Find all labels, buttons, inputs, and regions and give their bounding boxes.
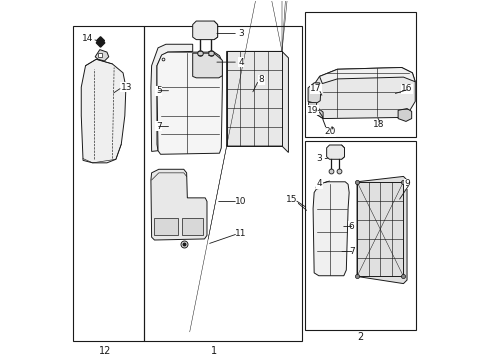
- Text: 20: 20: [324, 127, 335, 136]
- Text: 7: 7: [156, 122, 162, 131]
- Bar: [144, 26, 301, 341]
- Polygon shape: [312, 67, 414, 118]
- Polygon shape: [192, 53, 222, 78]
- Text: 14: 14: [82, 35, 94, 44]
- Text: 13: 13: [121, 83, 132, 92]
- Polygon shape: [307, 83, 320, 104]
- Polygon shape: [319, 67, 414, 84]
- Text: 7: 7: [348, 247, 354, 256]
- Bar: [226, 51, 282, 146]
- Bar: [307, 102, 315, 109]
- Bar: [73, 26, 144, 341]
- Polygon shape: [192, 21, 217, 40]
- Polygon shape: [356, 176, 406, 284]
- Polygon shape: [397, 109, 411, 121]
- Text: 16: 16: [401, 84, 412, 93]
- Text: 19: 19: [306, 106, 318, 115]
- Polygon shape: [326, 145, 344, 159]
- Text: 15: 15: [285, 195, 297, 204]
- Polygon shape: [312, 182, 348, 276]
- Text: 5: 5: [156, 86, 162, 95]
- Text: 17: 17: [309, 84, 321, 93]
- Bar: [98, 53, 102, 57]
- Text: 10: 10: [235, 197, 246, 206]
- Text: 3: 3: [316, 154, 322, 163]
- Text: 2: 2: [357, 332, 363, 342]
- Polygon shape: [95, 50, 108, 61]
- Text: 18: 18: [372, 120, 384, 129]
- Bar: [356, 182, 403, 276]
- Bar: [154, 218, 177, 235]
- Text: 4: 4: [238, 58, 243, 67]
- Polygon shape: [96, 39, 104, 47]
- Text: 8: 8: [258, 76, 264, 85]
- Polygon shape: [151, 44, 192, 152]
- Polygon shape: [312, 108, 323, 118]
- Bar: [305, 141, 415, 330]
- Polygon shape: [226, 51, 288, 153]
- Text: 4: 4: [316, 179, 322, 188]
- Polygon shape: [97, 37, 104, 45]
- Text: 15: 15: [285, 195, 296, 204]
- Text: 11: 11: [235, 229, 246, 238]
- Polygon shape: [157, 52, 222, 154]
- Polygon shape: [81, 59, 125, 163]
- Bar: [182, 218, 203, 235]
- Text: 12: 12: [99, 346, 111, 356]
- Polygon shape: [151, 169, 206, 240]
- Text: 1: 1: [211, 346, 217, 356]
- Text: 9: 9: [404, 179, 409, 188]
- Bar: [305, 12, 415, 137]
- Text: 3: 3: [238, 29, 244, 38]
- Text: 6: 6: [348, 222, 354, 231]
